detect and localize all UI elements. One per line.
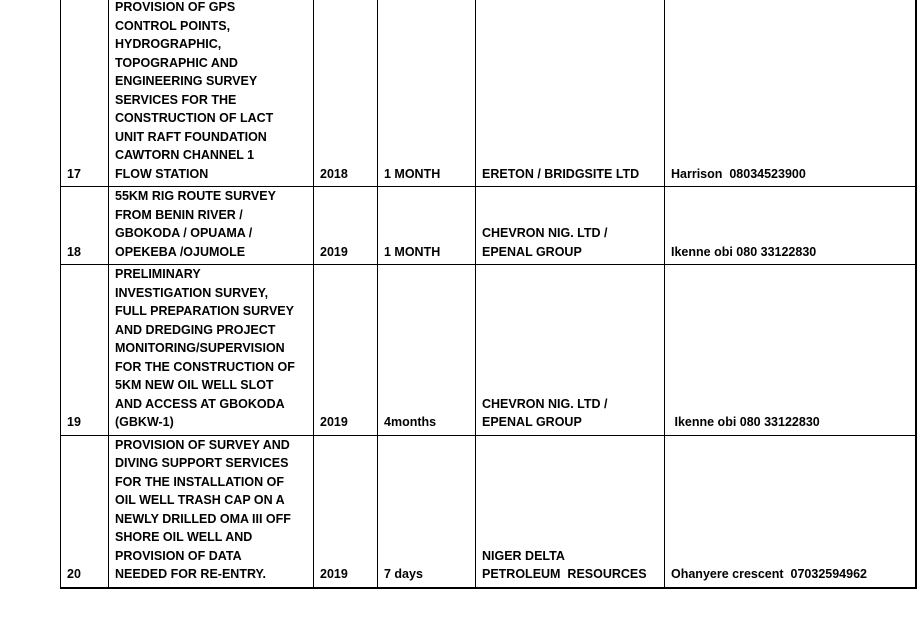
duration-cell: 4months xyxy=(377,264,476,436)
table-row: 19 PRELIMINARY INVESTIGATION SURVEY, FUL… xyxy=(60,264,917,436)
contact-cell: Ikenne obi 080 33122830 xyxy=(664,186,917,265)
projects-table: 17 PROVISION OF GPS CONTROL POINTS, HYDR… xyxy=(60,0,917,589)
project-description-cell: PROVISION OF SURVEY AND DIVING SUPPORT S… xyxy=(108,434,314,589)
contact-cell: Harrison 08034523900 xyxy=(664,0,917,187)
row-number-cell: 18 xyxy=(60,186,109,265)
client-cell: CHEVRON NIG. LTD / EPENAL GROUP xyxy=(475,264,665,436)
row-number-cell: 17 xyxy=(60,0,109,187)
duration-cell: 1 MONTH xyxy=(377,186,476,265)
project-description-cell: PROVISION OF GPS CONTROL POINTS, HYDROGR… xyxy=(108,0,314,187)
project-description-cell: PRELIMINARY INVESTIGATION SURVEY, FULL P… xyxy=(108,264,314,436)
year-cell: 2019 xyxy=(313,186,378,265)
contact-cell: Ohanyere crescent 07032594962 xyxy=(664,434,917,589)
row-number-cell: 19 xyxy=(60,264,109,436)
row-number-cell: 20 xyxy=(60,434,109,589)
client-cell: ERETON / BRIDGSITE LTD xyxy=(475,0,665,187)
client-cell: CHEVRON NIG. LTD / EPENAL GROUP xyxy=(475,186,665,265)
projects-table-container: 17 PROVISION OF GPS CONTROL POINTS, HYDR… xyxy=(60,0,917,589)
project-description-cell: 55KM RIG ROUTE SURVEY FROM BENIN RIVER /… xyxy=(108,186,314,265)
table-row: 18 55KM RIG ROUTE SURVEY FROM BENIN RIVE… xyxy=(60,186,917,265)
contact-cell: Ikenne obi 080 33122830 xyxy=(664,264,917,436)
duration-cell: 1 MONTH xyxy=(377,0,476,187)
duration-cell: 7 days xyxy=(377,434,476,589)
year-cell: 2019 xyxy=(313,434,378,589)
table-row: 20 PROVISION OF SURVEY AND DIVING SUPPOR… xyxy=(60,434,917,589)
table-row: 17 PROVISION OF GPS CONTROL POINTS, HYDR… xyxy=(60,0,917,187)
year-cell: 2019 xyxy=(313,264,378,436)
client-cell: NIGER DELTA PETROLEUM RESOURCES xyxy=(475,434,665,589)
year-cell: 2018 xyxy=(313,0,378,187)
